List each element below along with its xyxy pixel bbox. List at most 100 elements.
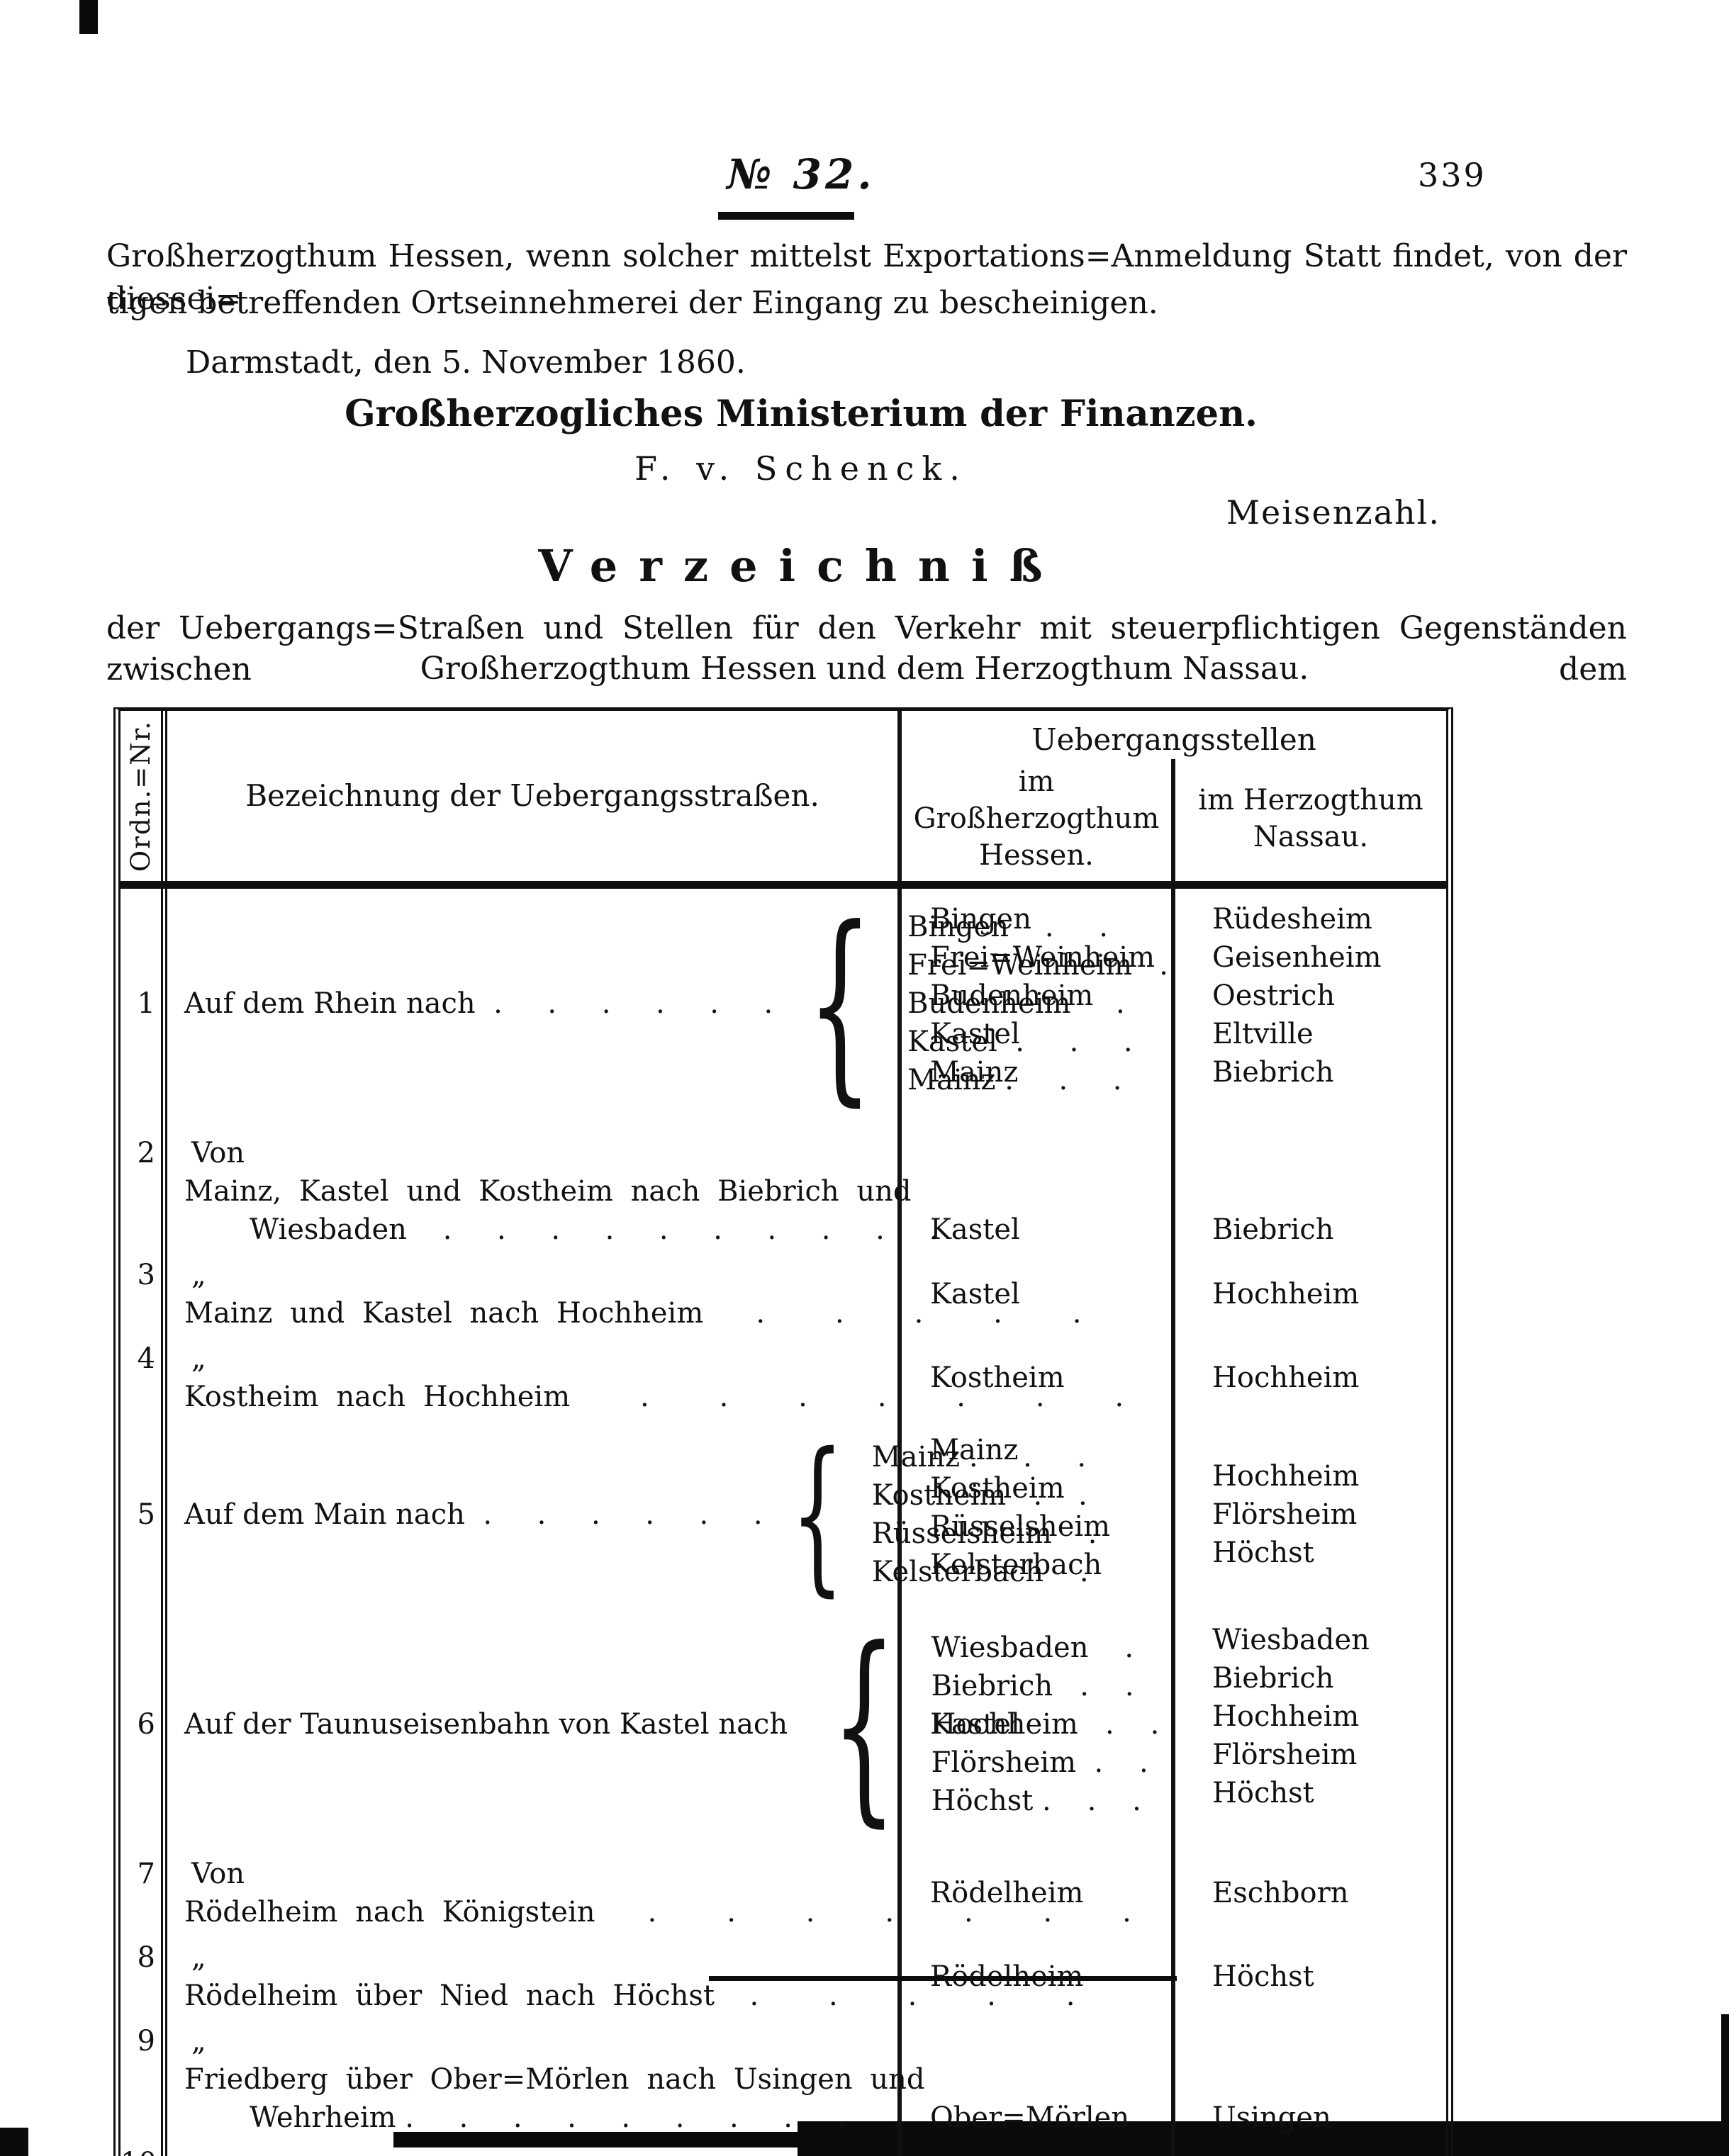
crossing-points-hessen: Kastel [902, 1252, 1175, 1336]
ditto-mark: „ [191, 1259, 206, 1291]
place-name: Flörsheim [1212, 1498, 1358, 1531]
column-header-hessen: im Großherzogthum Hessen. [902, 759, 1175, 881]
row-label-cell: „ Friedberg über Ober=Mörlen nach Usingen… [167, 2019, 1009, 2140]
place-name: Höchst [1212, 1777, 1314, 1809]
destination: Frei=Weinheim . [907, 949, 1169, 982]
subtitle-line-2: Großherzogthum Hessen und dem Herzogthum… [420, 651, 1309, 687]
place-name: Eltville [1212, 1018, 1314, 1050]
place-name: Flörsheim [1212, 1739, 1358, 1771]
place-name: Budenheim [930, 979, 1094, 1012]
table-row: 3 „ Mainz und Kastel nach Hochheim . . . .… [121, 1252, 1446, 1336]
row-number: 3 [121, 1252, 167, 1336]
place-name: Kostheim [930, 1472, 1065, 1505]
scan-artifact [79, 0, 98, 34]
crossing-points-nassau: Hochheim [1175, 1252, 1446, 1336]
destination: Hochheim . . [931, 1708, 1160, 1741]
place-name: Oestrich [1212, 979, 1336, 1012]
scan-artifact [1721, 2014, 1729, 2156]
destination: Bingen . . [907, 911, 1108, 943]
crossing-points-hessen: Butzbach [902, 2140, 1175, 2156]
place-name: Mainz [930, 1056, 1019, 1089]
row-label-cell: Von Rödelheim nach Königstein . . . . . .… [167, 1839, 1131, 1935]
place-name: Kastel [930, 1213, 1020, 1246]
place-name: Eschborn [1212, 1877, 1349, 1909]
crossing-points-hessen: Kastel [902, 1610, 1175, 1839]
destination: Kelsterbach . [871, 1556, 1089, 1588]
section-divider-rule [709, 1976, 1177, 1981]
crossing-points-nassau: Wiesbaden Biebrich Hochheim Flörsheim Höchst [1175, 1610, 1446, 1839]
ditto-mark: „ [191, 1941, 206, 1974]
brace-glyph: { [831, 1604, 897, 1845]
route-destinations: Wiesbaden . Biebrich . . Hochheim . . Flörs… [931, 1629, 1160, 1820]
ditto-mark: „ [191, 1342, 206, 1375]
destination: Mainz . . . [907, 1064, 1122, 1096]
row-label-cell: „ Kostheim nach Hochheim . . . . . . . [167, 1336, 1124, 1420]
scan-artifact [0, 2128, 28, 2156]
row-label-cell: „ Rödelheim über Nied nach Höchst . . . .… [167, 1935, 1075, 2019]
row-label-cell: „ Mainz und Kastel nach Hochheim . . . . … [167, 1252, 1081, 1336]
issue-label: № 32. [727, 150, 875, 198]
column-header-right-group: Uebergangsstellen im Großherzogthum Hess… [902, 711, 1446, 881]
signature: F. v. Schenck. [634, 449, 968, 488]
route-label-text: Rödelheim nach Königstein . . . . . . . [184, 1896, 1131, 1928]
place-name: Höchst [1212, 1537, 1314, 1569]
crossings-table: Ordn.=Nr. Bezeichnung der Uebergangsstra… [113, 707, 1453, 2156]
document-title: Verzeichniß [538, 540, 1064, 592]
crossing-points-hessen: Ober=Mörlen [902, 2019, 1175, 2140]
ministry-line: Großherzogliches Ministerium der Finanze… [345, 393, 1258, 435]
crossing-points-hessen: Bingen Frei=Weinheim Budenheim Kastel Mainz [902, 889, 1175, 1118]
countersignature: Meisenzahl. [1226, 493, 1440, 532]
route-label-text: Rödelheim über Nied nach Höchst . . . . … [184, 1980, 1075, 2012]
route-destinations: Mainz . . . Kostheim . . Rüsselsheim . Kels… [872, 1438, 1097, 1591]
route-label: Auf der Taunuseisenbahn von Kastel nach [184, 1708, 797, 1741]
place-name: Hochheim [1212, 1361, 1360, 1394]
crossing-points-nassau: Brandoberndorf [1175, 2140, 1446, 2156]
row-number: 8 [121, 1935, 167, 2019]
brace-glyph: { [807, 883, 873, 1124]
row-number: 10 [121, 2140, 167, 2156]
table-row: 8 „ Rödelheim über Nied nach Höchst . . . … [121, 1935, 1446, 2019]
intro-line-2: tigen betreffenden Ortseinnehmerei der E… [106, 285, 1158, 321]
route-label: Auf dem Main nach . . . . . . [184, 1498, 763, 1531]
place-name: Hochheim [1212, 1278, 1360, 1310]
route-destinations: Bingen . . Frei=Weinheim . Budenheim . Kast… [907, 908, 1168, 1099]
crossing-points-nassau: Hochheim [1175, 1336, 1446, 1420]
route-label: „ Rödelheim über Nied nach Höchst . . . .… [184, 1938, 1075, 2015]
place-name: Geisenheim [1212, 941, 1382, 974]
crossing-points-nassau: Usingen [1175, 2019, 1446, 2140]
ditto-mark: „ [184, 2144, 250, 2156]
table-body: 1 Auf dem Rhein nach . . . . . . {Bingen .… [121, 889, 1446, 2156]
row-number: 5 [121, 1420, 167, 1610]
route-label: Von Mainz, Kastel und Kostheim nach Biebr… [184, 1134, 911, 1211]
row-label-cell: Auf dem Main nach . . . . . .{Mainz . . … [167, 1417, 1097, 1612]
place-name: Rödelheim [930, 1877, 1084, 1909]
intro-line-1: Großherzogthum Hessen, wenn solcher mitt… [106, 238, 1627, 317]
brace-glyph: { [790, 1417, 844, 1612]
place-name: Rüdesheim [1212, 903, 1372, 936]
crossing-points-hessen: Rödelheim [902, 1839, 1175, 1935]
place-name: Kelsterbach [930, 1549, 1102, 1581]
place-name: Wiesbaden [1212, 1624, 1370, 1656]
place-name: Bingen [930, 903, 1031, 936]
place-name: Mainz [930, 1434, 1019, 1466]
place-name: Usingen [1212, 2101, 1331, 2134]
column-subheaders: im Großherzogthum Hessen. im Herzogthum … [902, 759, 1446, 881]
route-label-text: Kostheim nach Hochheim . . . . . . . [184, 1381, 1124, 1413]
dateline: Darmstadt, den 5. November 1860. [186, 344, 746, 381]
crossing-points-nassau: Biebrich [1175, 1118, 1446, 1252]
row-label-cell: Von Mainz, Kastel und Kostheim nach Biebr… [167, 1118, 939, 1252]
route-label: „ Kostheim nach Hochheim . . . . . . . [184, 1340, 1124, 1416]
destination: Budenheim . [907, 987, 1125, 1020]
place-name: Kastel [930, 1708, 1020, 1741]
route-label: Auf dem Rhein nach . . . . . . [184, 987, 773, 1020]
destination: Kastel . . . [907, 1026, 1133, 1058]
column-header-ordn: Ordn.=Nr. [125, 719, 156, 872]
page-number: 339 [1418, 156, 1487, 194]
row-number: 2 [121, 1118, 167, 1252]
scan-artifact [798, 2121, 1729, 2156]
issue-underline [718, 212, 854, 220]
column-header-bezeichnung: Bezeichnung der Uebergangsstraßen. [167, 711, 902, 881]
ditto-mark: „ [191, 2025, 206, 2057]
destination: Mainz . . . [871, 1441, 1087, 1473]
